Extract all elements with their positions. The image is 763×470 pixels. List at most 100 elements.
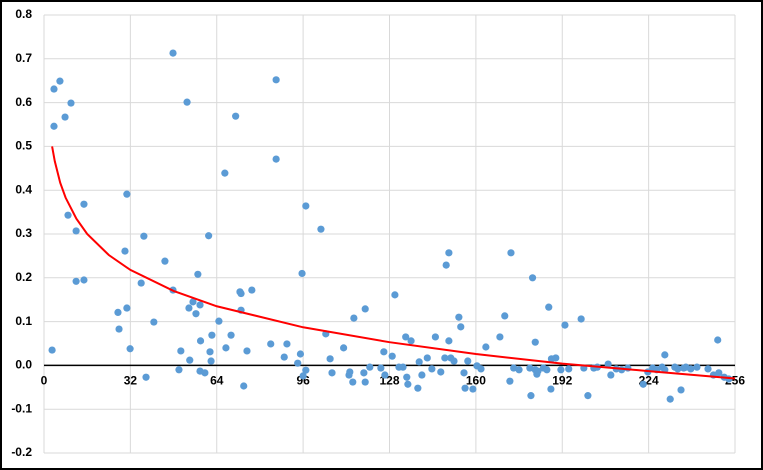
data-point — [423, 354, 431, 362]
data-point — [48, 346, 56, 354]
data-point — [56, 77, 64, 85]
data-point — [377, 364, 385, 372]
data-point — [302, 202, 310, 210]
data-point — [72, 277, 80, 285]
data-point — [561, 321, 569, 329]
x-tick-label: 160 — [466, 374, 486, 388]
data-point — [192, 310, 200, 318]
data-point — [222, 344, 230, 352]
data-point — [123, 190, 131, 198]
y-tick-label: 0.1 — [15, 314, 32, 328]
data-point — [624, 364, 632, 372]
data-point — [361, 305, 369, 313]
data-point — [115, 325, 123, 333]
data-point — [201, 369, 209, 377]
y-tick-label: -0.2 — [11, 445, 32, 459]
data-point — [388, 352, 396, 360]
data-point — [604, 360, 612, 368]
data-point — [687, 365, 695, 373]
data-point — [534, 367, 542, 375]
data-point — [565, 365, 573, 373]
data-point — [639, 380, 647, 388]
data-point — [248, 286, 256, 294]
data-point — [360, 369, 368, 377]
data-point — [302, 366, 310, 374]
data-point — [185, 304, 193, 312]
data-point — [399, 363, 407, 371]
x-tick-label: 64 — [210, 374, 224, 388]
y-tick-label: 0.2 — [15, 270, 32, 284]
data-point — [418, 371, 426, 379]
data-point — [496, 333, 504, 341]
data-point — [240, 382, 248, 390]
data-point — [715, 369, 723, 377]
data-point — [482, 343, 490, 351]
y-tick-label: 0.4 — [15, 182, 32, 196]
y-tick-label: 0.8 — [15, 7, 32, 21]
data-point — [340, 344, 348, 352]
data-point — [121, 247, 129, 255]
y-tick-label: 0.5 — [15, 139, 32, 153]
data-point — [403, 373, 411, 381]
data-point — [283, 340, 291, 348]
data-point — [237, 289, 245, 298]
data-point — [175, 366, 183, 374]
data-point — [506, 377, 514, 385]
data-point — [196, 301, 204, 309]
data-point — [349, 378, 357, 386]
data-point — [407, 337, 415, 345]
data-point — [437, 368, 445, 376]
data-point — [693, 363, 701, 371]
data-point — [366, 363, 374, 371]
data-point — [150, 318, 158, 326]
data-point — [317, 225, 325, 233]
data-point — [461, 384, 469, 392]
data-point — [527, 392, 535, 400]
data-point — [414, 384, 422, 392]
data-point — [186, 356, 194, 364]
data-point — [299, 372, 307, 380]
data-point — [469, 385, 477, 393]
data-point — [515, 366, 523, 374]
data-point — [381, 371, 389, 379]
data-point — [584, 392, 592, 400]
data-point — [346, 368, 354, 376]
data-point — [126, 345, 134, 353]
data-point — [442, 261, 450, 269]
data-point — [445, 249, 453, 257]
data-point — [380, 348, 388, 356]
data-point — [445, 337, 453, 345]
data-point — [298, 269, 306, 278]
data-point — [361, 378, 369, 386]
data-point — [243, 347, 251, 355]
data-point — [441, 354, 449, 362]
data-point — [577, 315, 585, 323]
data-point — [547, 385, 555, 393]
data-point — [460, 369, 468, 377]
data-point — [428, 365, 436, 373]
data-point — [557, 366, 565, 374]
data-point — [350, 314, 358, 322]
data-point — [72, 227, 80, 235]
data-point — [161, 257, 169, 265]
data-point — [674, 365, 682, 373]
data-point — [206, 348, 214, 356]
x-tick-label: 0 — [41, 374, 48, 388]
data-point — [661, 351, 669, 359]
data-point — [528, 274, 537, 282]
data-point — [61, 113, 69, 121]
data-point — [137, 279, 145, 287]
data-point — [123, 304, 131, 312]
data-point — [227, 331, 235, 339]
data-point — [67, 99, 75, 107]
x-tick-label: 32 — [124, 374, 138, 388]
data-point — [296, 350, 305, 358]
data-point — [50, 85, 58, 93]
data-point — [280, 353, 288, 361]
data-point — [294, 359, 302, 367]
data-point — [215, 317, 223, 325]
data-point — [208, 331, 216, 339]
data-point — [272, 155, 280, 163]
